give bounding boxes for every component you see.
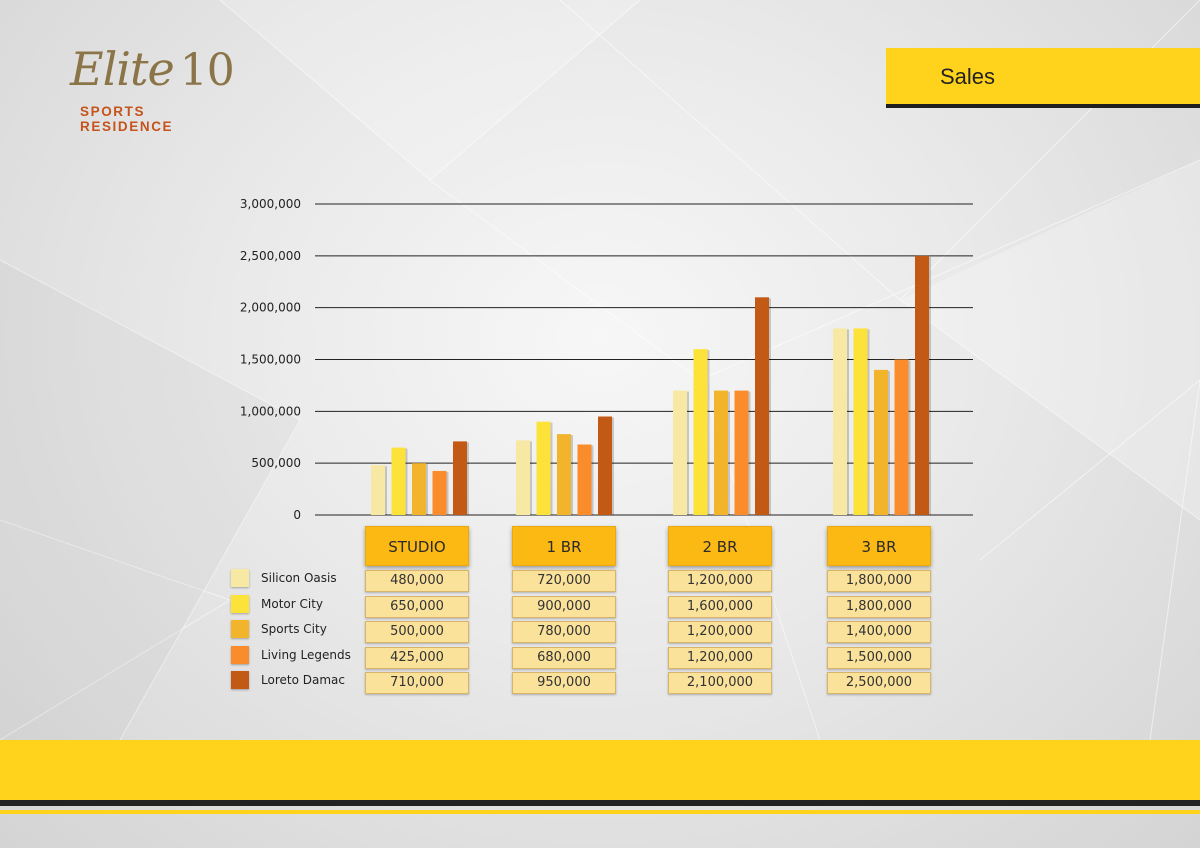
- value-cell: 780,000: [512, 621, 616, 643]
- legend-label: Silicon Oasis: [261, 571, 337, 585]
- value-cell: 680,000: [512, 646, 616, 669]
- value-cell: 2,100,000: [668, 672, 772, 694]
- bar: [673, 390, 687, 515]
- bar: [557, 434, 571, 515]
- value-cell: 1,200,000: [668, 621, 772, 643]
- bar: [371, 465, 385, 515]
- value-cell: 1,400,000: [827, 621, 931, 643]
- value-cell: 425,000: [365, 646, 469, 669]
- value-cell: 2,500,000: [827, 672, 931, 694]
- bar: [693, 349, 708, 515]
- bar: [412, 463, 426, 515]
- y-tick-label: 500,000: [251, 456, 301, 470]
- legend-label: Living Legends: [261, 647, 351, 662]
- value-cell: 1,600,000: [668, 595, 772, 618]
- value-cell: 650,000: [365, 595, 469, 618]
- legend-label: Loreto Damac: [261, 673, 345, 687]
- category-header: STUDIO: [365, 526, 469, 566]
- logo-subtitle: SPORTS RESIDENCE: [80, 104, 174, 134]
- value-cell: 1,200,000: [668, 646, 772, 669]
- value-cell: 950,000: [512, 672, 616, 694]
- bar: [536, 421, 551, 515]
- legend-swatch: [231, 569, 249, 587]
- logo-wordmark: Elite 10: [70, 42, 240, 98]
- value-cell: 480,000: [365, 570, 469, 592]
- legend-swatch: [231, 645, 249, 664]
- legend-label: Sports City: [261, 622, 327, 636]
- value-cell: 1,500,000: [827, 646, 931, 669]
- value-cell: 900,000: [512, 595, 616, 618]
- category-header: 2 BR: [668, 526, 772, 566]
- page-title-box: Sales: [886, 48, 1200, 108]
- footer-divider: [0, 800, 1200, 806]
- y-tick-label: 1,500,000: [240, 353, 301, 367]
- value-cell: 710,000: [365, 672, 469, 694]
- legend-swatch: [231, 671, 249, 689]
- bar: [874, 369, 888, 515]
- value-cell: 1,800,000: [827, 570, 931, 592]
- y-tick-label: 2,000,000: [240, 301, 301, 315]
- bar: [755, 297, 769, 515]
- footer-band: [0, 740, 1200, 800]
- logo-number: 10: [179, 45, 235, 96]
- bar: [432, 470, 447, 515]
- value-cell: 500,000: [365, 621, 469, 643]
- y-tick-label: 3,000,000: [240, 197, 301, 211]
- bar: [453, 441, 467, 515]
- logo-word: Elite: [70, 42, 175, 96]
- page-title: Sales: [940, 64, 996, 89]
- legend-swatch: [231, 620, 249, 638]
- bar: [894, 359, 909, 515]
- bar: [853, 328, 868, 515]
- legend-swatch: [231, 594, 249, 613]
- footer-stripe: [0, 810, 1200, 814]
- bar: [577, 444, 592, 515]
- logo: Elite 10 SPORTS RESIDENCE: [70, 42, 240, 134]
- bar: [915, 255, 929, 516]
- bar: [734, 390, 749, 515]
- bar: [833, 328, 847, 515]
- bar: [714, 390, 728, 515]
- value-cell: 720,000: [512, 570, 616, 592]
- value-cell: 1,200,000: [668, 570, 772, 592]
- bar: [598, 416, 612, 515]
- bar: [391, 447, 406, 515]
- y-tick-label: 1,000,000: [240, 404, 301, 418]
- bar: [516, 440, 530, 515]
- category-header: 3 BR: [827, 526, 931, 566]
- y-tick-label: 2,500,000: [240, 249, 301, 263]
- value-cell: 1,800,000: [827, 595, 931, 618]
- category-header: 1 BR: [512, 526, 616, 566]
- legend-label: Motor City: [261, 596, 324, 611]
- y-tick-label: 0: [293, 508, 301, 522]
